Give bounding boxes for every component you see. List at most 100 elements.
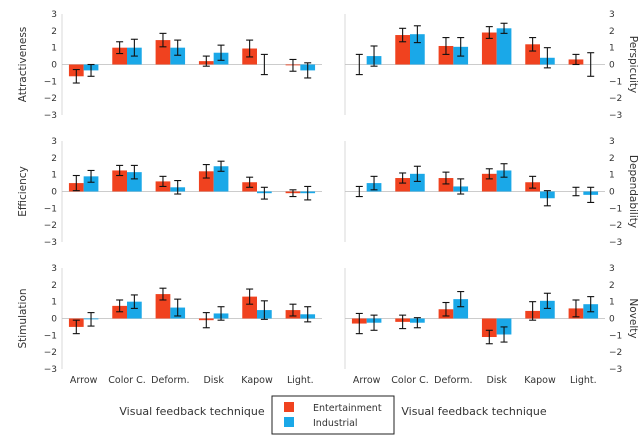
y-tick-label: −2 xyxy=(44,348,57,358)
y-tick-label: −3 xyxy=(44,238,57,248)
panel-perspicuity: −3 −2 −1 0 1 2 3 Perspicuity xyxy=(344,10,639,121)
y-tick-label: 1 xyxy=(51,298,57,308)
y-tick-label: −3 xyxy=(44,111,57,121)
error-bar-industrial-deform xyxy=(174,298,182,317)
bar-industrial-kapow xyxy=(540,300,555,319)
error-bar-entertainment-color-c xyxy=(399,172,407,184)
panel-stimulation: −3 −2 −1 0 1 2 3 Stimulation Arrow Color C. Deform… xyxy=(17,264,322,386)
error-bar-industrial-kapow xyxy=(260,53,268,76)
error-bar-industrial-kapow xyxy=(260,186,268,200)
x-axis-title-right: Visual feedback technique xyxy=(401,405,546,418)
error-bar-industrial-kapow xyxy=(260,300,268,320)
panel-efficiency: −3 −2 −1 0 1 2 3 Efficiency xyxy=(17,137,322,248)
error-bar-entertainment-light xyxy=(572,299,580,318)
error-bar-industrial-deform xyxy=(174,180,182,195)
x-tick-label-color-c: Color C. xyxy=(108,375,145,386)
y-tick-label: 3 xyxy=(609,137,615,147)
bar-industrial-color-c xyxy=(410,173,425,192)
error-bar-industrial-color-c xyxy=(130,164,138,180)
bar-entertainment-deform xyxy=(438,178,454,192)
x-tick-label-kapow: Kapow xyxy=(524,375,556,386)
bar-entertainment-color-c xyxy=(395,35,410,65)
y-tick-label: −1 xyxy=(609,204,622,214)
y-tick-label: −2 xyxy=(44,221,57,231)
y-tick-label: 1 xyxy=(609,44,615,54)
y-tick-label: −1 xyxy=(609,331,622,341)
error-bar-entertainment-color-c xyxy=(399,314,407,330)
x-tick-label-disk: Disk xyxy=(486,375,507,386)
bar-entertainment-color-c xyxy=(112,47,127,65)
error-bar-industrial-disk xyxy=(500,326,508,343)
legend-label-industrial: Industrial xyxy=(313,418,358,429)
bar-industrial-disk xyxy=(496,170,512,192)
bar-industrial-deform xyxy=(453,299,469,319)
error-bar-entertainment-disk xyxy=(202,312,210,329)
x-axis-title-left: Visual feedback technique xyxy=(119,405,264,418)
error-bar-entertainment-deform xyxy=(442,301,450,317)
y-axis-label-novelty: Novelty xyxy=(627,298,639,338)
bar-industrial-deform xyxy=(170,47,186,65)
bar-entertainment-kapow xyxy=(525,44,540,65)
error-bar-industrial-deform xyxy=(174,39,182,56)
error-bar-industrial-arrow xyxy=(87,312,95,327)
error-bar-entertainment-color-c xyxy=(116,41,124,55)
chart-marks: −3 −2 −1 0 1 2 3 Attractiveness −3 −2 −1 0 1 2 3 Perspi… xyxy=(17,10,639,386)
error-bar-industrial-color-c xyxy=(130,38,138,57)
bar-entertainment-deform xyxy=(438,45,454,65)
y-tick-label: 1 xyxy=(51,171,57,181)
legend: Entertainment Industrial xyxy=(271,395,395,435)
error-bar-entertainment-disk xyxy=(485,329,493,345)
y-tick-label: −3 xyxy=(609,365,622,375)
error-bar-industrial-kapow xyxy=(543,292,551,309)
y-tick-label: −3 xyxy=(609,111,622,121)
y-axis-label-attractiveness: Attractiveness xyxy=(17,27,29,103)
y-tick-label: −2 xyxy=(609,94,622,104)
y-tick-label: 0 xyxy=(51,188,57,198)
panel-novelty: −3 −2 −1 0 1 2 3 Novelty Arrow Color C. Deform. Dis… xyxy=(344,264,639,386)
error-bar-industrial-light xyxy=(304,62,312,79)
bar-entertainment-disk xyxy=(481,32,497,65)
y-axis-label-dependability: Dependability xyxy=(627,155,639,228)
y-tick-label: 3 xyxy=(609,10,615,20)
bar-industrial-color-c xyxy=(410,34,425,65)
error-bar-entertainment-light xyxy=(289,303,297,317)
error-bar-entertainment-kapow xyxy=(529,175,537,189)
error-bar-entertainment-disk xyxy=(202,164,210,179)
error-bar-industrial-disk xyxy=(500,22,508,34)
error-bar-industrial-light xyxy=(304,306,312,323)
error-bar-industrial-disk xyxy=(217,160,225,172)
x-tick-label-arrow: Arrow xyxy=(353,375,381,386)
y-tick-label: −1 xyxy=(44,331,57,341)
x-tick-label-color-c: Color C. xyxy=(391,375,428,386)
error-bar-entertainment-disk xyxy=(485,26,493,39)
error-bar-industrial-arrow xyxy=(370,45,378,67)
error-bar-entertainment-arrow xyxy=(72,174,80,192)
error-bar-industrial-kapow xyxy=(543,190,551,207)
y-tick-label: 0 xyxy=(51,315,57,325)
error-bar-entertainment-color-c xyxy=(116,164,124,177)
x-tick-label-light: Light. xyxy=(287,375,314,386)
y-tick-label: 3 xyxy=(51,137,57,147)
error-bar-entertainment-kapow xyxy=(246,288,254,305)
error-bar-entertainment-deform xyxy=(442,37,450,55)
y-tick-label: −1 xyxy=(44,204,57,214)
error-bar-industrial-deform xyxy=(457,37,465,57)
error-bar-industrial-disk xyxy=(217,306,225,321)
y-tick-label: 2 xyxy=(51,281,57,291)
y-tick-label: 3 xyxy=(51,10,57,20)
x-tick-label-disk: Disk xyxy=(203,375,224,386)
y-tick-label: 1 xyxy=(51,44,57,54)
bar-entertainment-deform xyxy=(155,294,171,319)
error-bar-industrial-deform xyxy=(457,291,465,308)
error-bar-entertainment-kapow xyxy=(529,37,537,52)
panel-dependability: −3 −2 −1 0 1 2 3 Dependability xyxy=(344,137,639,248)
error-bar-entertainment-disk xyxy=(202,55,210,67)
error-bar-entertainment-light xyxy=(572,186,580,197)
bar-entertainment-disk xyxy=(198,171,214,192)
error-bar-entertainment-deform xyxy=(159,287,167,301)
error-bar-industrial-color-c xyxy=(130,294,138,309)
error-bar-industrial-arrow xyxy=(87,169,95,183)
error-bar-industrial-disk xyxy=(500,163,508,178)
y-tick-label: 0 xyxy=(609,315,615,325)
error-bar-industrial-light xyxy=(587,186,595,203)
